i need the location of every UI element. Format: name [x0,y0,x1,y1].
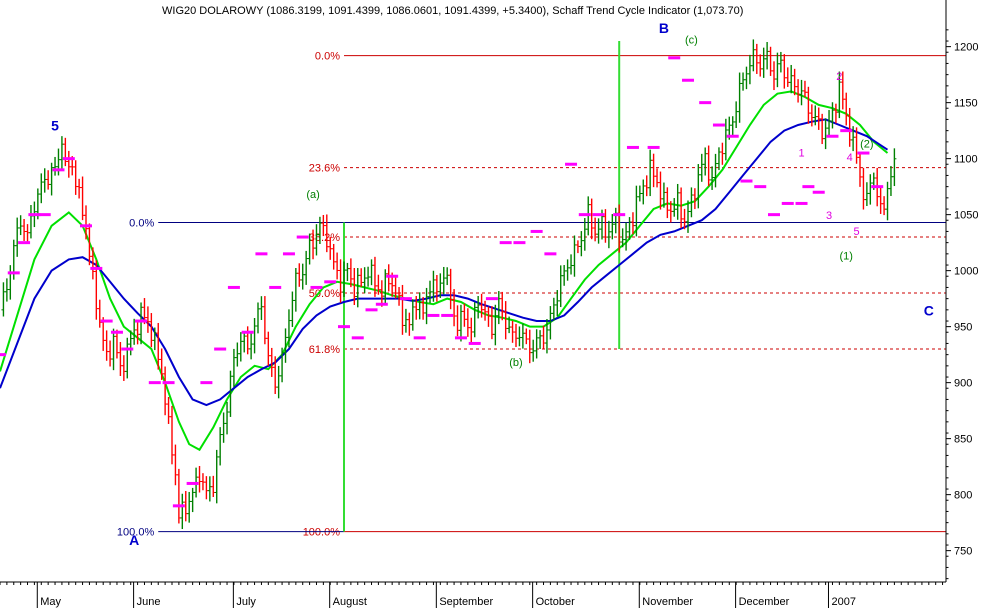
axes: 750 800 850 900 950 1000 1050 1100 1150 1200 May Ju… [0,0,978,608]
wave-label: 5 [853,226,859,238]
x-tick-label: November [642,596,693,608]
y-tick-label: 900 [954,378,972,390]
wave-label: 2 [836,71,842,83]
price-bars [1,39,897,530]
fib-label-0: 0.0% [315,51,340,63]
wave-label: 5 [51,118,59,134]
wave-label: (c) [685,34,698,46]
y-tick-label: 1150 [954,98,978,110]
y-tick-label: 750 [954,546,972,558]
moving-average-0 [0,90,889,452]
y-tick-label: 1100 [954,154,978,166]
x-tick-label: July [236,596,256,608]
y-tick-label: 950 [954,322,972,334]
x-tick-label: October [536,596,575,608]
x-tick-label: December [739,596,790,608]
fib-label-7: 100.0% [117,527,155,539]
x-tick-label: May [40,596,61,608]
wave-label: (b) [509,357,522,369]
fib-label-4: 61.8% [309,344,340,356]
y-tick-label: 1000 [954,266,978,278]
fibonacci-levels: 0.0%23.6%38.2%50.0%61.8%100.0%0.0%100.0% [117,51,946,539]
y-tick-label: 850 [954,434,972,446]
wave-label: 3 [826,210,832,222]
x-tick-label: 2007 [831,596,855,608]
wave-label: A [129,532,139,548]
wave-label: (2) [860,138,873,150]
wave-annotations: 5 A B C (a) (b) (c) (1) (2) 1 2 3 4 5 [51,20,934,548]
wave-label: B [659,20,669,36]
wave-label: C [924,302,934,318]
x-tick-label: August [333,596,367,608]
x-tick-label: June [137,596,161,608]
y-tick-label: 800 [954,490,972,502]
chart-title: WIG20 DOLAROWY (1086.3199, 1091.4399, 10… [162,5,743,17]
wave-label: 1 [798,147,804,159]
fib-label-5: 100.0% [303,527,341,539]
x-tick-label: September [439,596,493,608]
wave-label: (1) [840,250,853,262]
horizontal-marker-dashes [0,56,884,508]
fib-label-6: 0.0% [129,217,154,229]
y-tick-label: 1200 [954,42,978,54]
fib-label-1: 23.6% [309,163,340,175]
wave-label: 4 [847,152,853,164]
wave-label: (a) [306,189,319,201]
y-tick-label: 1050 [954,210,978,222]
